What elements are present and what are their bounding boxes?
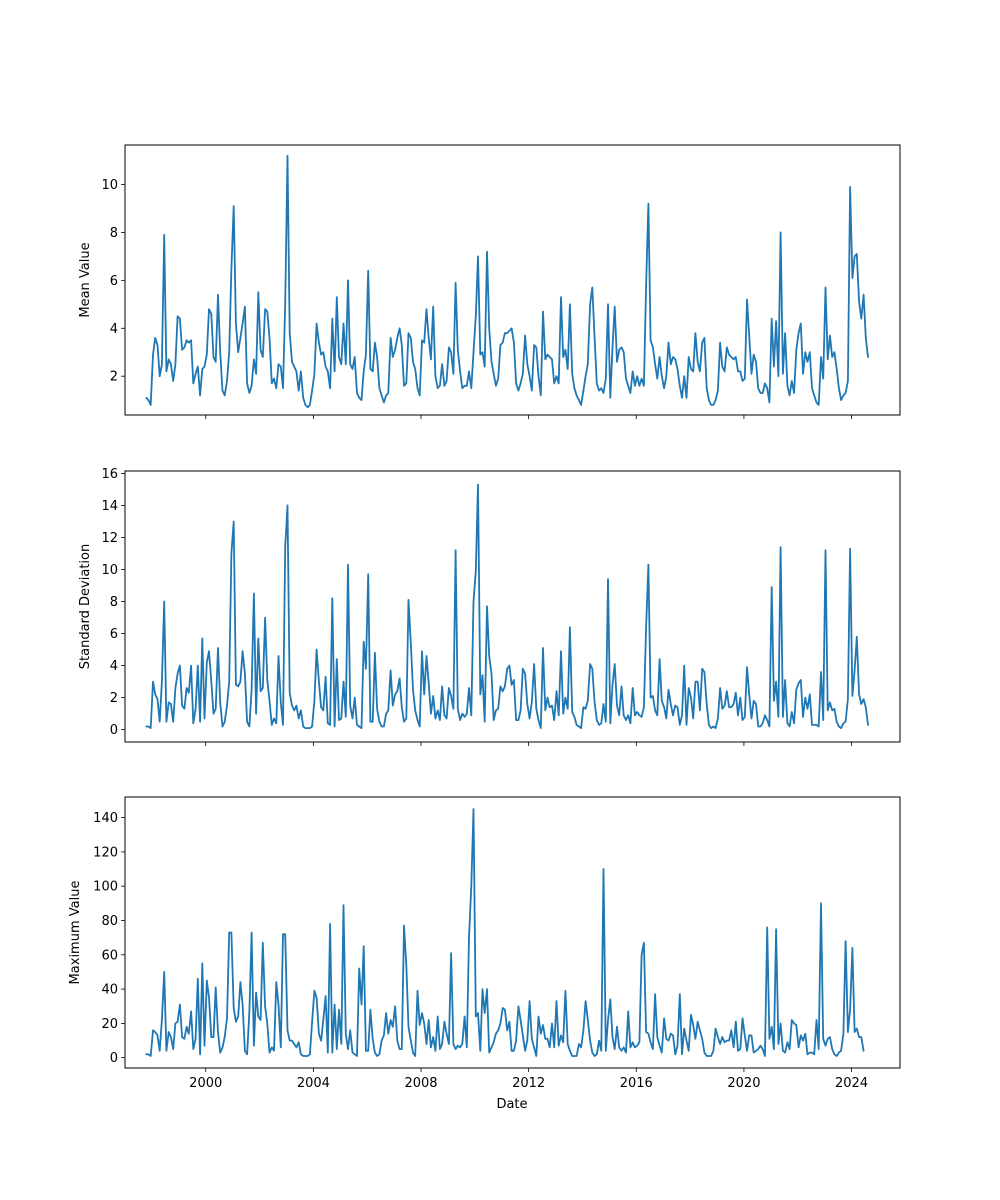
series-line	[145, 154, 869, 409]
y-tick-label: 80	[101, 914, 118, 929]
y-axis-label: Maximum Value	[68, 881, 83, 985]
series-line	[145, 483, 869, 729]
y-tick-label: 4	[110, 659, 118, 674]
x-tick-label: 2016	[620, 1076, 653, 1091]
y-tick-label: 10	[101, 178, 118, 193]
y-tick-label: 8	[110, 595, 118, 610]
y-tick-label: 0	[110, 723, 118, 738]
x-axis-label: Date	[496, 1097, 527, 1112]
axes-frame	[124, 796, 901, 1069]
subplot-maximum-value: 0 20 40 60 80 100 120 140 2000 2004 2008 2012 2016 20…	[68, 796, 901, 1091]
y-axis-label: Mean Value	[78, 242, 93, 317]
y-tick-label: 14	[101, 499, 118, 514]
y-tick-label: 2	[110, 691, 118, 706]
y-tick-label: 6	[110, 627, 118, 642]
x-tick-label: 2000	[189, 1076, 222, 1091]
x-tick-label: 2024	[835, 1076, 868, 1091]
y-tick-label: 4	[110, 322, 118, 337]
y-tick-label: 8	[110, 226, 118, 241]
y-tick-label: 20	[101, 1017, 118, 1032]
series-line	[145, 808, 865, 1057]
x-tick-label: 2008	[404, 1076, 437, 1091]
y-tick-label: 0	[110, 1051, 118, 1066]
x-tick-label: 2012	[512, 1076, 545, 1091]
axes-frame	[124, 144, 901, 416]
axes-frame	[124, 470, 901, 743]
y-tick-label: 10	[101, 563, 118, 578]
y-tick-label: 100	[93, 880, 118, 895]
x-tick-label: 2020	[727, 1076, 760, 1091]
subplot-standard-deviation: 0 2 4 6 8 10 12 14 16 Standard Deviation	[78, 467, 901, 746]
y-tick-label: 40	[101, 983, 118, 998]
subplot-mean-value: 2 4 6 8 10 Mean Value	[78, 144, 901, 419]
y-tick-label: 16	[101, 467, 118, 482]
y-tick-label: 2	[110, 370, 118, 385]
y-tick-label: 12	[101, 531, 118, 546]
y-tick-label: 140	[93, 811, 118, 826]
y-tick-label: 120	[93, 845, 118, 860]
y-tick-label: 60	[101, 948, 118, 963]
x-tick-label: 2004	[297, 1076, 330, 1091]
y-axis-label: Standard Deviation	[78, 544, 93, 669]
y-tick-label: 6	[110, 274, 118, 289]
